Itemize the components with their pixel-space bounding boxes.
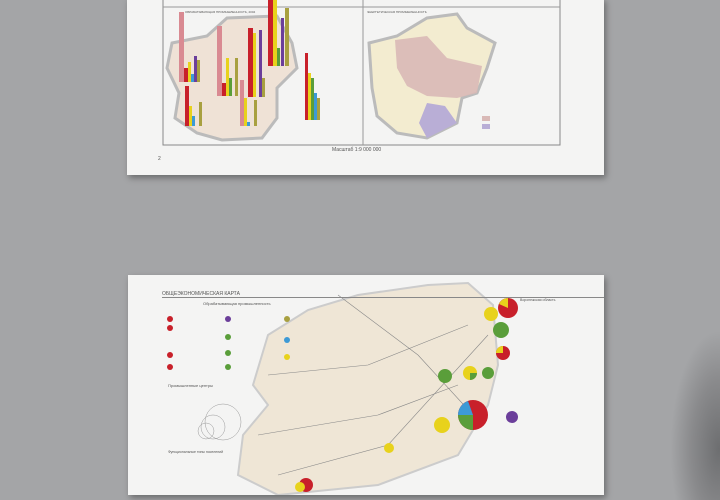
- map-scale: Масштаб 1:9 000 000: [332, 147, 382, 153]
- legend-title: Обрабатывающая промышленность: [203, 301, 271, 306]
- left-map-title: ОБРАБАТЫВАЮЩАЯ ПРОМЫШЛЕННОСТЬ, 2004: [185, 10, 256, 14]
- economic-map: [162, 281, 604, 495]
- legend-dots: [167, 316, 290, 370]
- neighbor-label: Воронежская область: [520, 298, 556, 302]
- region-map: [236, 281, 500, 495]
- purple-zone: [419, 103, 457, 138]
- right-map-title: ЭНЕРГЕТИЧЕСКАЯ ПРОМЫШЛЕННОСТЬ: [367, 10, 427, 14]
- bar-charts: [179, 0, 320, 126]
- background-shadow: [670, 330, 720, 500]
- size-legend-circles: [197, 403, 242, 441]
- atlas-page-bottom: ОБЩЕЭКОНОМИЧЕСКАЯ КАРТА Обрабатывающая п…: [128, 275, 604, 495]
- legend-centers: Промышленные центры: [168, 383, 213, 388]
- map-frame: [162, 0, 561, 146]
- legend-swatch-purple: [482, 124, 490, 129]
- legend-types: Функциональные типы поселений: [168, 450, 224, 454]
- pink-zone: [395, 36, 482, 98]
- top-page-maps: [162, 0, 561, 146]
- title-rule: [162, 297, 604, 298]
- page-number: 2: [158, 156, 161, 162]
- map-title: ОБЩЕЭКОНОМИЧЕСКАЯ КАРТА: [162, 291, 240, 297]
- atlas-page-top: ОБРАБАТЫВАЮЩАЯ ПРОМЫШЛЕННОСТЬ, 2004 ЭНЕР…: [127, 0, 604, 175]
- legend-swatch-pink: [482, 116, 490, 121]
